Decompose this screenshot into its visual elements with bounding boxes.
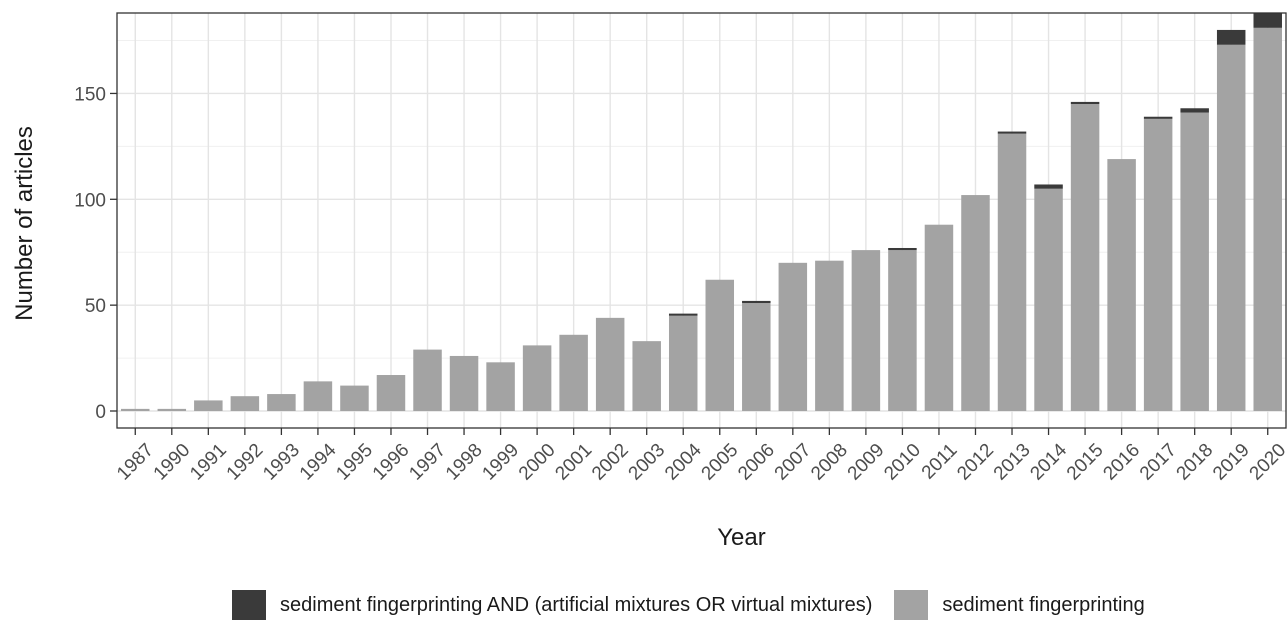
bar-artificial-mixtures [888, 247, 917, 251]
y-tick-label: 100 [74, 190, 106, 211]
x-tick-label: 2001 [551, 440, 596, 485]
bar-sediment-fingerprinting [1034, 188, 1063, 411]
x-tick-label: 2003 [625, 440, 670, 485]
x-tick-label: 1998 [442, 440, 487, 485]
bar-sediment-fingerprinting [486, 362, 515, 411]
bar-sediment-fingerprinting [194, 400, 223, 411]
x-tick-label: 2015 [1063, 440, 1108, 485]
x-tick-label: 1990 [150, 440, 195, 485]
x-tick-label: 2010 [880, 440, 925, 485]
y-tick-label: 0 [95, 402, 106, 423]
x-tick-label: 2020 [1246, 440, 1288, 485]
bar-sediment-fingerprinting [924, 224, 954, 411]
bar-artificial-mixtures [1216, 29, 1246, 45]
bar-sediment-fingerprinting [267, 394, 296, 411]
x-tick-label: 1991 [186, 440, 231, 485]
x-tick-label: 2000 [515, 440, 560, 485]
x-tick-label: 2002 [588, 440, 633, 485]
bar-sediment-fingerprinting [413, 349, 442, 411]
x-tick-label: 1997 [405, 440, 450, 485]
bar-artificial-mixtures [1034, 184, 1063, 189]
bar-artificial-mixtures [1070, 101, 1100, 105]
bar-sediment-fingerprinting [595, 317, 625, 411]
x-axis-title: Year [717, 524, 766, 551]
bar-sediment-fingerprinting [121, 408, 150, 411]
bar-artificial-mixtures [997, 131, 1027, 134]
bar-sediment-fingerprinting [961, 195, 990, 411]
bar-sediment-fingerprinting [157, 408, 187, 411]
bar-sediment-fingerprinting [778, 262, 808, 411]
bar-sediment-fingerprinting [376, 375, 406, 411]
legend-swatch-dark [232, 590, 266, 620]
bar-sediment-fingerprinting [851, 250, 881, 411]
x-tick-label: 2008 [807, 440, 852, 485]
x-tick-label: 1992 [223, 440, 268, 485]
bar-sediment-fingerprinting [1253, 27, 1282, 411]
x-tick-label: 2016 [1099, 440, 1144, 485]
bar-artificial-mixtures [1143, 116, 1173, 119]
x-tick-label: 1994 [296, 439, 341, 484]
x-axis: 1987199019911992199319941995199619971998… [113, 428, 1288, 484]
x-tick-label: 2019 [1209, 440, 1254, 485]
bar-sediment-fingerprinting [815, 260, 844, 411]
bar-sediment-fingerprinting [997, 133, 1027, 411]
x-tick-label: 2014 [1026, 439, 1071, 484]
bar-sediment-fingerprinting [1180, 112, 1209, 411]
bar-sediment-fingerprinting [522, 345, 552, 411]
bar-sediment-fingerprinting [632, 341, 661, 411]
bar-sediment-fingerprinting [303, 381, 333, 411]
legend-item-sediment-fingerprinting: sediment fingerprinting [894, 590, 1166, 620]
bar-artificial-mixtures [742, 300, 771, 304]
x-tick-label: 1995 [332, 440, 377, 485]
plot-panel-border [116, 12, 1287, 429]
bar-sediment-fingerprinting [1107, 159, 1136, 411]
x-tick-label: 2017 [1136, 440, 1181, 485]
x-tick-label: 1999 [478, 440, 523, 485]
x-tick-label: 2006 [734, 440, 779, 485]
bar-sediment-fingerprinting [1216, 44, 1246, 412]
x-tick-label: 2009 [844, 440, 889, 485]
x-tick-label: 2005 [698, 440, 743, 485]
legend-swatch-light [894, 590, 929, 620]
x-tick-label: 2012 [953, 440, 998, 485]
legend-label: sediment fingerprinting AND (artificial … [280, 593, 873, 616]
x-tick-label: 2007 [771, 440, 816, 485]
bar-artificial-mixtures [1180, 108, 1209, 113]
y-axis-title: Number of articles [11, 126, 38, 321]
legend: sediment fingerprinting AND (artificial … [232, 590, 1167, 620]
y-axis: 0 50 100 150 [74, 84, 117, 423]
bar-sediment-fingerprinting [230, 396, 260, 411]
bar-sediment-fingerprinting [449, 355, 479, 411]
bars [121, 13, 1282, 412]
bar-artificial-mixtures [1253, 13, 1282, 28]
bar-sediment-fingerprinting [559, 334, 588, 411]
x-tick-label: 2013 [990, 440, 1035, 485]
bar-sediment-fingerprinting [340, 385, 369, 411]
x-tick-label: 1987 [113, 440, 158, 485]
bar-sediment-fingerprinting [1070, 104, 1100, 411]
x-tick-label: 1993 [259, 440, 304, 485]
x-tick-label: 1996 [369, 440, 414, 485]
bar-sediment-fingerprinting [742, 303, 771, 411]
bar-sediment-fingerprinting [668, 315, 698, 411]
bar-sediment-fingerprinting [888, 250, 917, 411]
x-tick-label: 2018 [1173, 440, 1218, 485]
bar-sediment-fingerprinting [705, 279, 735, 411]
x-tick-label: 2004 [661, 439, 706, 484]
bar-artificial-mixtures [668, 313, 698, 316]
y-tick-label: 150 [74, 84, 106, 105]
x-tick-label: 2011 [918, 440, 962, 484]
y-tick-label: 50 [85, 296, 106, 317]
legend-label: sediment fingerprinting [942, 593, 1145, 616]
bar-sediment-fingerprinting [1143, 118, 1173, 411]
legend-item-artificial-mixtures: sediment fingerprinting AND (artificial … [232, 590, 894, 620]
